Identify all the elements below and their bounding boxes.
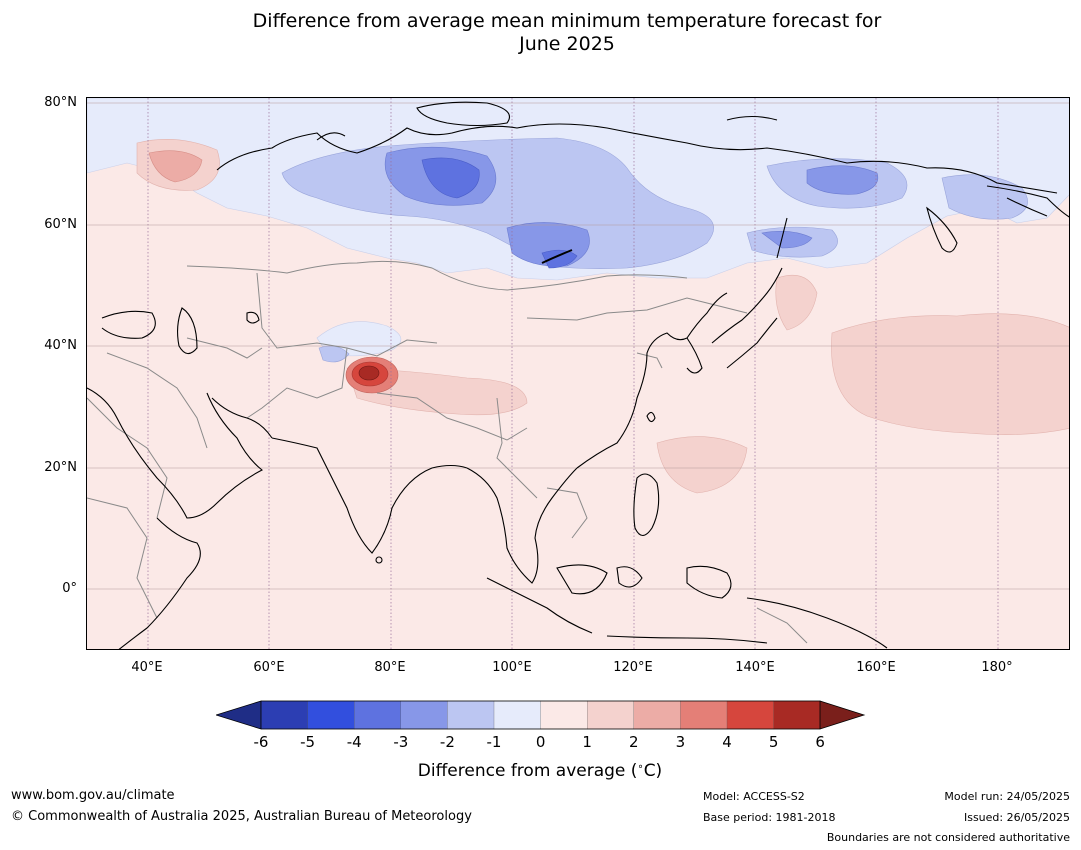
- degree-symbol: ∘: [637, 761, 644, 773]
- country-boundaries: [87, 260, 808, 644]
- colorbar-cell: [540, 700, 588, 730]
- colorbar-label: Difference from average (∘C): [380, 761, 700, 781]
- colorbar-tick-label: 3: [675, 733, 686, 751]
- title-line-1: Difference from average mean minimum tem…: [252, 10, 882, 32]
- colorbar-cell: [400, 700, 449, 730]
- model-text: Model: ACCESS-S2: [703, 790, 805, 803]
- website-link[interactable]: www.bom.gov.au/climate: [11, 788, 175, 803]
- graticule: [147, 98, 999, 649]
- colorbar-tick-label: 0: [535, 733, 546, 751]
- colorbar-cell: [447, 700, 495, 730]
- colorbar-cell: [773, 700, 821, 730]
- colorbar-cell: [587, 700, 635, 730]
- colorbar-cell: [493, 700, 542, 730]
- warm-anomaly-himalaya-core: [358, 365, 380, 381]
- colorbar-cell: [680, 700, 728, 730]
- colorbar-extend-high: [820, 701, 864, 729]
- lon-label-40e: 40°E: [131, 660, 163, 675]
- cold-anomaly-peak-baikal: [541, 249, 578, 269]
- colorbar-tick-label: 1: [582, 733, 592, 751]
- lon-label-120e: 120°E: [613, 660, 653, 675]
- colorbar: [216, 700, 866, 730]
- colorbar-outline: [216, 700, 866, 730]
- base-period-text: Base period: 1981-2018: [703, 811, 836, 824]
- lon-label-60e: 60°E: [253, 660, 285, 675]
- coastlines: [87, 101, 1069, 649]
- warm-anomaly-scandinavia-core: [148, 150, 203, 183]
- colorbar-tick-label: -3: [393, 733, 409, 751]
- colorbar-label-text: Difference from average (: [417, 761, 638, 781]
- colorbar-tick-label: -2: [439, 733, 455, 751]
- copyright-text: © Commonwealth of Australia 2025, Austra…: [11, 809, 472, 824]
- cold-anomaly-core-okhotsk: [761, 231, 813, 249]
- colorbar-label-unit: C): [643, 761, 663, 781]
- colorbar-tick-label: 2: [629, 733, 639, 751]
- lat-label-40n: 40°N: [44, 338, 77, 353]
- colorbar-cell: [726, 700, 775, 730]
- colorbar-extend-low: [216, 701, 261, 729]
- model-run-text: Model run: 24/05/2025: [944, 790, 1070, 803]
- lat-label-20n: 20°N: [44, 460, 77, 475]
- colorbar-tick-label: -1: [486, 733, 502, 751]
- colorbar-tick-label: 4: [722, 733, 732, 751]
- colorbar-cell: [633, 700, 682, 730]
- issued-text: Issued: 26/05/2025: [963, 811, 1070, 824]
- colorbar-cell: [307, 700, 355, 730]
- colorbar-tick-label: -4: [346, 733, 362, 751]
- colorbar-cells: [216, 700, 864, 730]
- lon-label-100e: 100°E: [492, 660, 532, 675]
- cold-anomaly-core-east-siberia: [806, 165, 879, 195]
- map-svg: [87, 98, 1069, 649]
- warm-anomaly-philippine-sea: [656, 436, 748, 494]
- forecast-map: [86, 97, 1070, 650]
- colorbar-tick-label: 5: [768, 733, 779, 751]
- chart-title: Difference from average mean minimum tem…: [0, 10, 1081, 56]
- lon-label-140e: 140°E: [735, 660, 775, 675]
- lat-label-60n: 60°N: [44, 217, 77, 232]
- lat-label-80n: 80°N: [44, 95, 77, 110]
- cold-anomaly-peak-west-siberia: [421, 157, 480, 199]
- lon-label-80e: 80°E: [374, 660, 406, 675]
- colorbar-cell: [260, 700, 309, 730]
- lon-label-160e: 160°E: [856, 660, 896, 675]
- colorbar-tick-label: -6: [253, 733, 269, 751]
- latitude-lines: [87, 102, 1069, 590]
- warm-anomaly-east-china: [775, 274, 818, 331]
- colorbar-cell: [354, 700, 402, 730]
- disclaimer-text: Boundaries are not considered authoritat…: [826, 831, 1070, 844]
- warm-anomaly-pacific: [831, 313, 1069, 435]
- lon-label-180: 180°: [981, 660, 1013, 675]
- title-line-2: June 2025: [519, 33, 615, 55]
- lat-label-0: 0°: [62, 581, 77, 596]
- colorbar-tick-label: -5: [300, 733, 316, 751]
- colorbar-tick-label: 6: [815, 733, 825, 751]
